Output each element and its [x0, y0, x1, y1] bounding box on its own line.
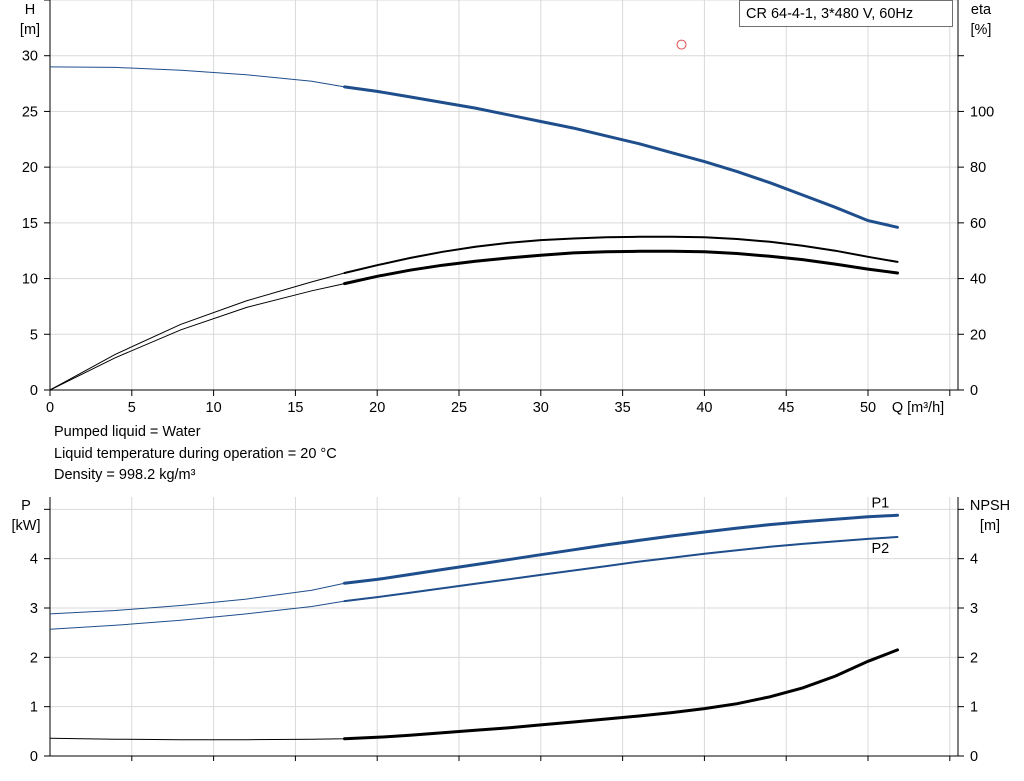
left-tick-label: 10	[22, 272, 38, 288]
right-tick-label: 0	[970, 749, 978, 765]
left-axis-unit: [m]	[20, 22, 40, 38]
x-tick-label: 10	[206, 400, 222, 416]
x-tick-label: 35	[615, 400, 631, 416]
series-eta_1-full	[49, 236, 898, 391]
left-tick-label: 0	[30, 749, 38, 765]
left-tick-label: 5	[30, 327, 38, 343]
right-tick-label: 3	[970, 601, 978, 617]
right-tick-label: 60	[970, 216, 986, 232]
x-tick-label: 15	[287, 400, 303, 416]
series-head-operating	[343, 85, 899, 229]
head-efficiency-chart: 0 5 10 15 20 25 30 0 20 40 60 80 100 H [m] eta [%] 0 5 10 15…	[20, 0, 994, 416]
left-tick-label: 0	[30, 383, 38, 399]
series-label-p1: P1	[871, 495, 889, 511]
right-axis-unit: [m]	[980, 518, 1000, 534]
left-axis-name: H	[25, 2, 35, 18]
right-tick-label: 100	[970, 104, 994, 120]
left-tick-label: 2	[30, 650, 38, 666]
info-pumped-liquid: Pumped liquid = Water	[54, 424, 201, 440]
x-tick-label: 50	[860, 400, 876, 416]
right-axis-name: eta	[971, 2, 992, 18]
left-axis-name: P	[21, 498, 31, 514]
right-tick-label: 0	[970, 383, 978, 399]
x-tick-label: 5	[128, 400, 136, 416]
series-npsh-full	[49, 649, 898, 741]
x-tick-label: 45	[778, 400, 794, 416]
duty-point-marker	[676, 39, 687, 50]
series-eta_2-full	[49, 250, 898, 391]
right-axis-unit: [%]	[971, 22, 992, 38]
right-tick-label: 20	[970, 327, 986, 343]
right-tick-label: 2	[970, 650, 978, 666]
series-eta_2-operating	[343, 249, 899, 286]
left-axis-unit: [kW]	[12, 518, 41, 534]
series-npsh-operating	[343, 648, 899, 741]
right-tick-label: 1	[970, 700, 978, 716]
x-tick-label: 30	[533, 400, 549, 416]
info-liquid-temperature: Liquid temperature during operation = 20…	[54, 446, 337, 462]
pump-model-legend: CR 64-4-1, 3*480 V, 60Hz	[739, 0, 953, 27]
info-density: Density = 998.2 kg/m³	[54, 467, 196, 483]
x-tick-label: 20	[369, 400, 385, 416]
x-axis-label: Q [m³/h]	[892, 400, 944, 416]
series-p2-operating	[343, 536, 899, 603]
left-tick-label: 20	[22, 160, 38, 176]
left-tick-label: 1	[30, 700, 38, 716]
right-tick-label: 40	[970, 272, 986, 288]
series-eta_1-operating	[343, 235, 899, 274]
x-tick-label: 40	[696, 400, 712, 416]
x-tick-label: 25	[451, 400, 467, 416]
x-tick-label: 0	[46, 400, 54, 416]
series-head-full	[49, 66, 898, 228]
left-tick-label: 3	[30, 601, 38, 617]
left-tick-label: 15	[22, 216, 38, 232]
power-npsh-chart: 0 1 2 3 4 0 1 2 3 4 P [kW] NPSH [m] P1 P2	[12, 495, 1011, 765]
left-tick-label: 4	[30, 552, 38, 568]
right-tick-label: 80	[970, 160, 986, 176]
series-p1-operating	[343, 513, 899, 585]
series-label-p2: P2	[871, 541, 889, 557]
right-axis-name: NPSH	[970, 498, 1010, 514]
left-tick-label: 25	[22, 104, 38, 120]
right-tick-label: 4	[970, 552, 978, 568]
left-tick-label: 30	[22, 49, 38, 65]
